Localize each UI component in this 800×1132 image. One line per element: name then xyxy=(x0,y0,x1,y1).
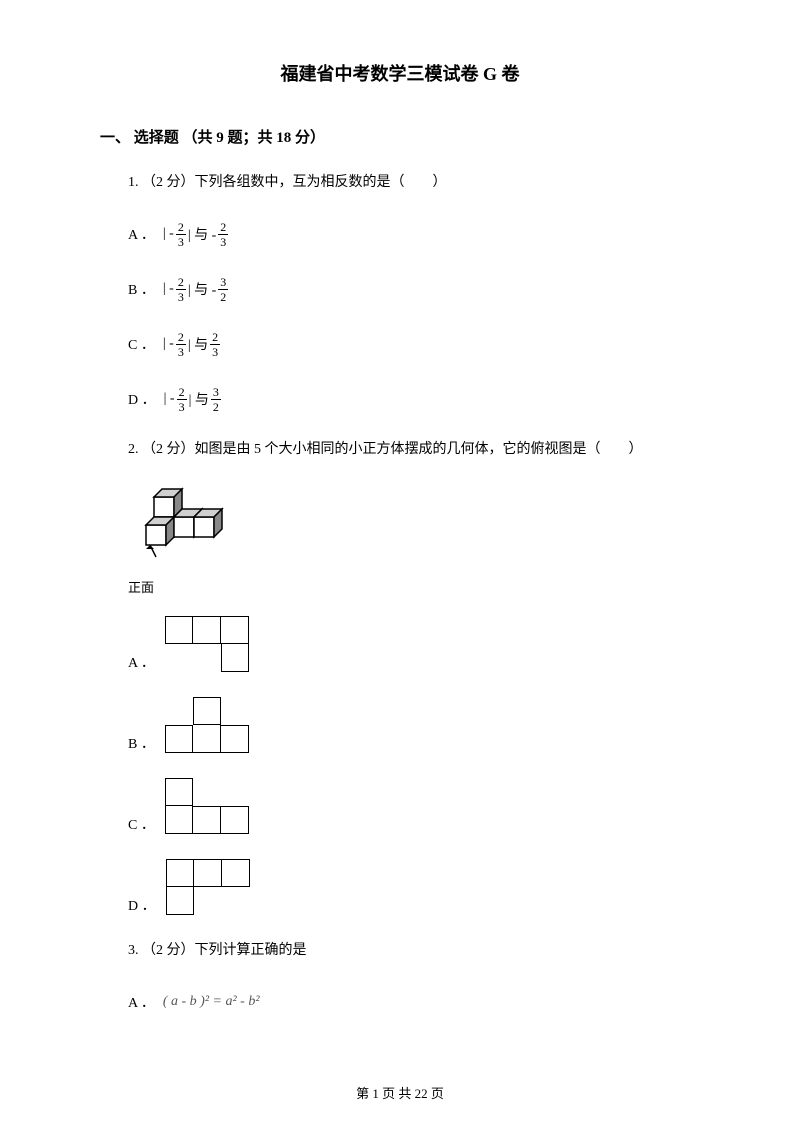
option-letter: A ． xyxy=(128,992,155,1012)
option-text: | 与 - xyxy=(188,224,216,244)
q1-option-c: C ． | - 2 3 | 与 2 3 xyxy=(128,329,700,359)
q2-option-b: B ． xyxy=(128,697,700,753)
top-view-b xyxy=(165,697,249,753)
option-text: | - xyxy=(163,336,174,352)
q2-option-a: A ． xyxy=(128,616,700,672)
q3-option-a: A ． ( a - b )² = a² - b² xyxy=(128,987,700,1017)
question-1-stem: 1. （2 分）下列各组数中，互为相反数的是（ ） xyxy=(128,172,700,194)
fraction: 2 3 xyxy=(176,221,186,248)
figure-label: 正面 xyxy=(128,577,700,596)
q1-option-a: A ． | - 2 3 | 与 - 2 3 xyxy=(128,219,700,249)
option-letter: B ． xyxy=(128,279,155,299)
fraction: 2 3 xyxy=(218,221,228,248)
q1-option-b: B ． | - 2 3 | 与 - 3 2 xyxy=(128,274,700,304)
option-letter: C ． xyxy=(128,814,155,834)
fraction: 2 3 xyxy=(176,331,186,358)
q2-option-d: D ． xyxy=(128,859,700,915)
section-header: 一、 选择题 （共 9 题；共 18 分） xyxy=(100,126,700,147)
page-footer: 第 1 页 共 22 页 xyxy=(0,1083,800,1102)
option-letter: D ． xyxy=(128,895,156,915)
cube-figure xyxy=(128,487,700,567)
option-text: | 与 - xyxy=(188,279,216,299)
option-letter: B ． xyxy=(128,733,155,753)
fraction: 2 3 xyxy=(210,331,220,358)
top-view-d xyxy=(166,859,250,915)
option-letter: D ． xyxy=(128,389,156,409)
question-2-stem: 2. （2 分）如图是由 5 个大小相同的小正方体摆成的几何体，它的俯视图是（ … xyxy=(128,439,700,461)
option-text: | 与 xyxy=(189,389,209,409)
option-letter: A ． xyxy=(128,224,155,244)
q2-option-c: C ． xyxy=(128,778,700,834)
option-text: | 与 xyxy=(188,334,208,354)
option-text: | - xyxy=(163,281,174,297)
top-view-c xyxy=(165,778,249,834)
option-letter: A ． xyxy=(128,652,155,672)
page-title: 福建省中考数学三模试卷 G 卷 xyxy=(100,60,700,86)
top-view-a xyxy=(165,616,249,672)
fraction: 3 2 xyxy=(211,386,221,413)
equation: ( a - b )² = a² - b² xyxy=(163,994,260,1010)
fraction: 2 3 xyxy=(176,276,186,303)
q1-option-d: D ． | - 2 3 | 与 3 2 xyxy=(128,384,700,414)
fraction: 3 2 xyxy=(218,276,228,303)
option-letter: C ． xyxy=(128,334,155,354)
option-text: | - xyxy=(163,226,174,242)
question-3-stem: 3. （2 分）下列计算正确的是 xyxy=(128,940,700,962)
option-text: | - xyxy=(164,391,175,407)
fraction: 2 3 xyxy=(177,386,187,413)
